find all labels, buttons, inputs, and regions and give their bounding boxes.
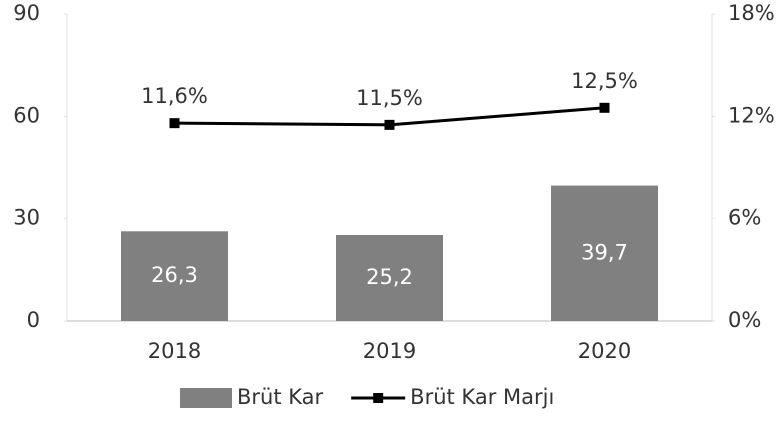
x-tick-label: 2018 — [148, 339, 201, 363]
bar — [121, 231, 228, 321]
legend-swatch — [373, 393, 384, 403]
data-label: 25,2 — [366, 265, 413, 289]
x-tick-label: 2019 — [363, 339, 416, 363]
data-label: 11,6% — [141, 84, 208, 108]
legend-swatch — [180, 388, 232, 408]
data-label: 26,3 — [151, 263, 198, 287]
data-label: 39,7 — [581, 240, 628, 264]
legend-label: Brüt Kar Marjı — [410, 385, 554, 409]
y-tick-label: 30 — [13, 206, 40, 230]
y-tick-label: 0 — [27, 308, 40, 332]
y2-tick-label: 18% — [728, 1, 775, 25]
legend-label: Brüt Kar — [237, 385, 324, 409]
marker — [384, 119, 395, 130]
data-label: 11,5% — [356, 86, 423, 110]
y-tick-label: 90 — [13, 1, 40, 25]
marker — [599, 102, 610, 113]
y-tick-label: 60 — [13, 103, 40, 127]
marker — [169, 118, 180, 129]
bar — [336, 235, 443, 321]
bar — [551, 185, 658, 321]
y2-tick-label: 0% — [728, 308, 761, 332]
data-label: 12,5% — [571, 69, 638, 93]
x-tick-label: 2020 — [578, 339, 631, 363]
y2-tick-label: 12% — [728, 103, 775, 127]
y2-tick-label: 6% — [728, 206, 761, 230]
